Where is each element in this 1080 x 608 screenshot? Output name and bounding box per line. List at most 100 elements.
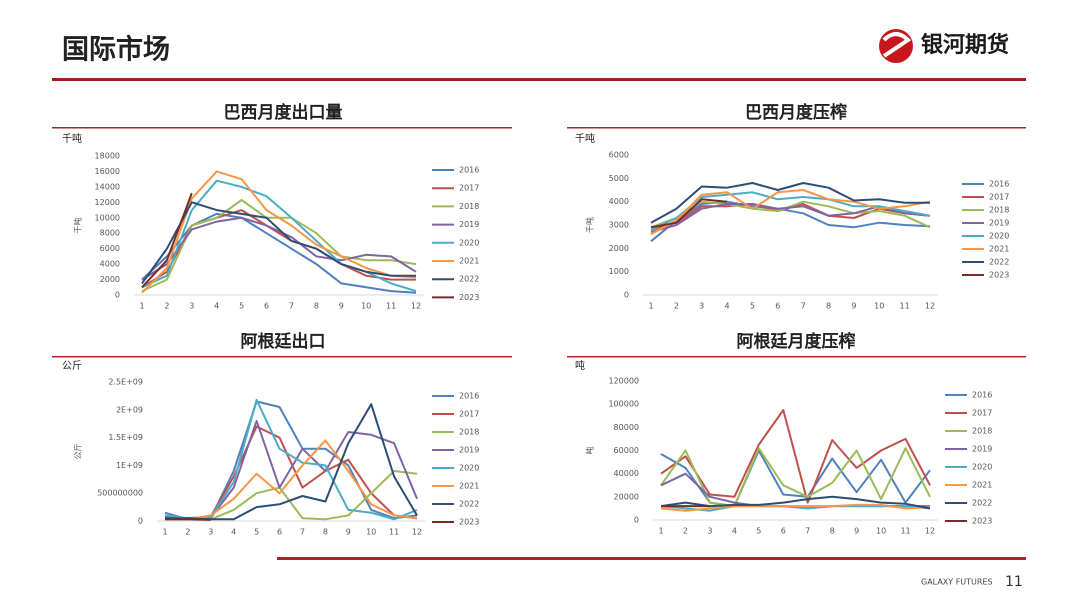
legend-label: 2018 [989, 206, 1009, 215]
y-tick-label: 120000 [608, 377, 639, 386]
y-tick-label: 1.5E+09 [108, 433, 143, 442]
x-tick-label: 8 [323, 528, 328, 537]
y-tick-label: 2000 [100, 275, 120, 284]
slide-title: 国际市场 [62, 34, 170, 66]
y-tick-label: 2.5E+09 [108, 378, 143, 387]
y-tick-label: 6000 [609, 151, 629, 160]
y-tick-label: 6000 [100, 244, 120, 253]
x-tick-label: 1 [648, 302, 653, 311]
legend-label: 2017 [989, 193, 1009, 202]
legend-label: 2021 [989, 245, 1009, 254]
y-tick-label: 0 [115, 291, 120, 300]
legend-label: 2022 [972, 499, 992, 508]
y-tick-label: 40000 [614, 469, 639, 478]
x-tick-label: 9 [339, 302, 344, 311]
page-number: 11 [1005, 574, 1023, 590]
header-rule [52, 78, 1026, 81]
chart-title: 巴西月度出口量 [224, 102, 343, 123]
y-tick-label: 0 [138, 517, 143, 526]
legend-label: 2020 [989, 232, 1009, 241]
x-tick-label: 11 [900, 527, 910, 536]
x-tick-label: 5 [239, 302, 244, 311]
x-tick-label: 5 [254, 528, 259, 537]
x-tick-label: 6 [775, 302, 780, 311]
legend-label: 2023 [459, 518, 479, 527]
x-tick-label: 7 [300, 528, 305, 537]
y-tick-label: 3000 [609, 221, 629, 230]
y-tick-label: 12000 [95, 198, 120, 207]
legend-label: 2021 [972, 481, 992, 490]
legend-label: 2016 [459, 392, 479, 401]
x-tick-label: 5 [750, 302, 755, 311]
y-axis-label: 吨 [585, 447, 595, 455]
y-tick-label: 5000 [609, 174, 629, 183]
series-line [164, 398, 418, 521]
x-tick-label: 3 [699, 302, 704, 311]
series-line [650, 200, 931, 243]
x-tick-label: 12 [412, 528, 422, 537]
logo-text: 银河期货 [921, 32, 1009, 58]
legend-label: 2022 [459, 500, 479, 509]
x-tick-label: 2 [683, 527, 688, 536]
x-tick-label: 11 [386, 302, 396, 311]
x-tick-label: 3 [707, 527, 712, 536]
legend-label: 2021 [459, 482, 479, 491]
y-tick-label: 2E+09 [116, 405, 143, 414]
y-tick-label: 18000 [95, 152, 120, 161]
series-line [650, 182, 930, 224]
legend-label: 2018 [972, 427, 992, 436]
title-rule [52, 356, 512, 358]
legend-label: 2023 [459, 293, 479, 302]
legend-label: 2016 [459, 166, 479, 175]
legend-label: 2020 [972, 463, 992, 472]
legend-label: 2021 [459, 257, 479, 266]
x-tick-label: 7 [289, 302, 294, 311]
series-line [650, 191, 931, 231]
y-tick-label: 8000 [100, 229, 120, 238]
x-tick-label: 2 [164, 302, 169, 311]
x-tick-label: 10 [361, 302, 371, 311]
legend-label: 2016 [989, 180, 1009, 189]
series-line [141, 179, 417, 293]
y-tick-label: 4000 [609, 197, 629, 206]
series-line [165, 518, 211, 521]
y-tick-label: 4000 [100, 260, 120, 269]
x-tick-label: 1 [139, 302, 144, 311]
title-rule [567, 127, 1026, 129]
legend-label: 2017 [459, 410, 479, 419]
x-tick-label: 6 [277, 528, 282, 537]
legend-label: 2018 [459, 428, 479, 437]
series-line [141, 212, 417, 294]
x-tick-label: 11 [900, 302, 910, 311]
y-tick-label: 500000000 [97, 489, 143, 498]
y-axis-label: 千吨 [73, 218, 83, 234]
chart-title: 阿根廷出口 [241, 331, 326, 352]
y-tick-label: 0 [634, 516, 639, 525]
unit-label: 千吨 [62, 132, 82, 145]
legend-label: 2018 [459, 202, 479, 211]
x-tick-label: 4 [725, 302, 730, 311]
x-tick-label: 12 [411, 302, 421, 311]
x-tick-label: 4 [214, 302, 219, 311]
y-tick-label: 1E+09 [116, 461, 143, 470]
legend-label: 2019 [459, 220, 479, 229]
x-tick-label: 7 [801, 302, 806, 311]
x-tick-label: 2 [185, 528, 190, 537]
x-tick-label: 8 [830, 527, 835, 536]
footer-company: GALAXY FUTURES [921, 578, 993, 587]
series-line [165, 439, 418, 521]
x-tick-label: 9 [346, 528, 351, 537]
x-tick-label: 6 [781, 527, 786, 536]
x-tick-label: 8 [826, 302, 831, 311]
legend-label: 2020 [459, 238, 479, 247]
y-tick-label: 0 [624, 291, 629, 300]
x-tick-label: 10 [366, 528, 376, 537]
x-tick-label: 8 [314, 302, 319, 311]
y-tick-label: 100000 [608, 400, 639, 409]
legend-label: 2017 [459, 184, 479, 193]
x-tick-label: 3 [189, 302, 194, 311]
x-tick-label: 11 [389, 528, 399, 537]
legend-label: 2023 [989, 271, 1009, 280]
x-tick-label: 3 [208, 528, 213, 537]
